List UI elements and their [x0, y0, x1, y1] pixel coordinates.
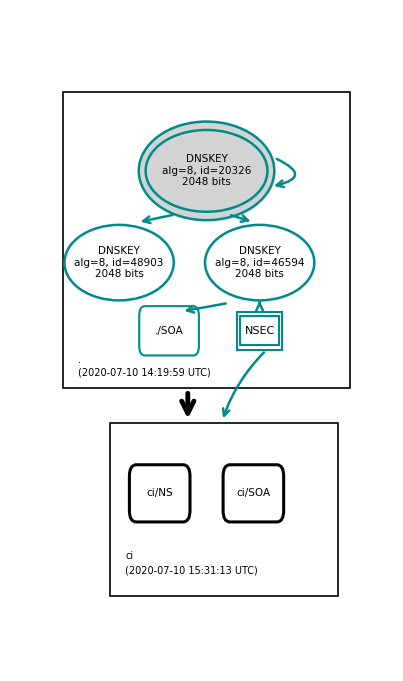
FancyBboxPatch shape: [223, 464, 284, 522]
Text: (2020-07-10 15:31:13 UTC): (2020-07-10 15:31:13 UTC): [125, 565, 258, 575]
FancyBboxPatch shape: [63, 92, 350, 388]
Text: .: .: [79, 355, 81, 364]
Ellipse shape: [64, 225, 174, 300]
FancyBboxPatch shape: [240, 317, 279, 345]
Text: DNSKEY
alg=8, id=20326
2048 bits: DNSKEY alg=8, id=20326 2048 bits: [162, 155, 251, 187]
Text: DNSKEY
alg=8, id=46594
2048 bits: DNSKEY alg=8, id=46594 2048 bits: [215, 246, 304, 279]
FancyBboxPatch shape: [110, 422, 338, 596]
Text: ./SOA: ./SOA: [155, 326, 183, 336]
FancyBboxPatch shape: [129, 464, 190, 522]
Ellipse shape: [139, 122, 274, 220]
FancyArrowPatch shape: [276, 159, 295, 187]
Ellipse shape: [205, 225, 314, 300]
FancyBboxPatch shape: [139, 306, 199, 355]
Text: NSEC: NSEC: [245, 326, 275, 336]
Text: DNSKEY
alg=8, id=48903
2048 bits: DNSKEY alg=8, id=48903 2048 bits: [75, 246, 164, 279]
Text: (2020-07-10 14:19:59 UTC): (2020-07-10 14:19:59 UTC): [79, 368, 211, 378]
Text: ci/SOA: ci/SOA: [236, 488, 270, 498]
Ellipse shape: [145, 130, 268, 212]
Text: ci/NS: ci/NS: [146, 488, 173, 498]
Text: ci: ci: [125, 552, 133, 561]
FancyBboxPatch shape: [237, 312, 282, 350]
